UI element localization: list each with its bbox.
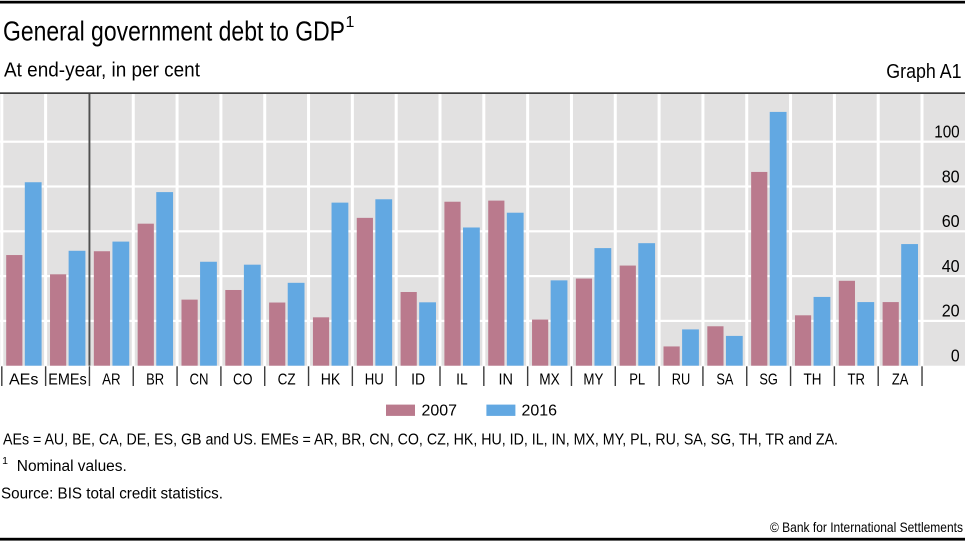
svg-text:AR: AR — [102, 371, 121, 388]
svg-text:At end-year, in per cent: At end-year, in per cent — [4, 59, 200, 81]
svg-text:0: 0 — [951, 346, 960, 366]
svg-text:MX: MX — [539, 371, 560, 388]
svg-text:40: 40 — [942, 256, 960, 276]
svg-text:SA: SA — [716, 371, 734, 388]
svg-text:© Bank for International Settl: © Bank for International Settlements — [770, 519, 963, 535]
svg-text:ZA: ZA — [892, 371, 909, 388]
svg-text:RU: RU — [672, 371, 691, 388]
svg-text:AEs = AU, BE, CA, DE, ES, GB a: AEs = AU, BE, CA, DE, ES, GB and US. EME… — [3, 431, 838, 448]
svg-text:1: 1 — [2, 455, 8, 467]
svg-text:IL: IL — [456, 371, 468, 388]
svg-text:CZ: CZ — [278, 371, 296, 388]
svg-text:1: 1 — [346, 14, 355, 31]
svg-text:EMEs: EMEs — [48, 371, 87, 388]
svg-text:BR: BR — [146, 371, 164, 388]
svg-text:CO: CO — [233, 371, 253, 388]
svg-text:60: 60 — [942, 211, 960, 231]
svg-text:20: 20 — [942, 301, 960, 321]
svg-text:Graph A1: Graph A1 — [886, 61, 961, 83]
svg-text:100: 100 — [934, 122, 960, 142]
svg-text:2007: 2007 — [422, 403, 458, 420]
svg-text:Nominal values.: Nominal values. — [17, 458, 127, 475]
svg-text:80: 80 — [942, 166, 960, 186]
svg-text:AEs: AEs — [9, 371, 39, 388]
svg-text:TH: TH — [803, 371, 821, 388]
svg-text:CN: CN — [189, 371, 208, 388]
svg-text:IN: IN — [498, 371, 513, 388]
svg-text:Source: BIS total credit stati: Source: BIS total credit statistics. — [1, 486, 223, 503]
svg-text:General government debt to GDP: General government debt to GDP — [3, 16, 345, 47]
svg-text:TR: TR — [848, 371, 866, 388]
svg-text:ID: ID — [411, 371, 425, 388]
svg-text:2016: 2016 — [522, 403, 558, 420]
svg-text:PL: PL — [629, 371, 645, 388]
svg-text:MY: MY — [583, 371, 603, 388]
svg-text:HU: HU — [365, 371, 384, 388]
svg-text:HK: HK — [321, 371, 341, 388]
svg-text:SG: SG — [759, 371, 778, 388]
